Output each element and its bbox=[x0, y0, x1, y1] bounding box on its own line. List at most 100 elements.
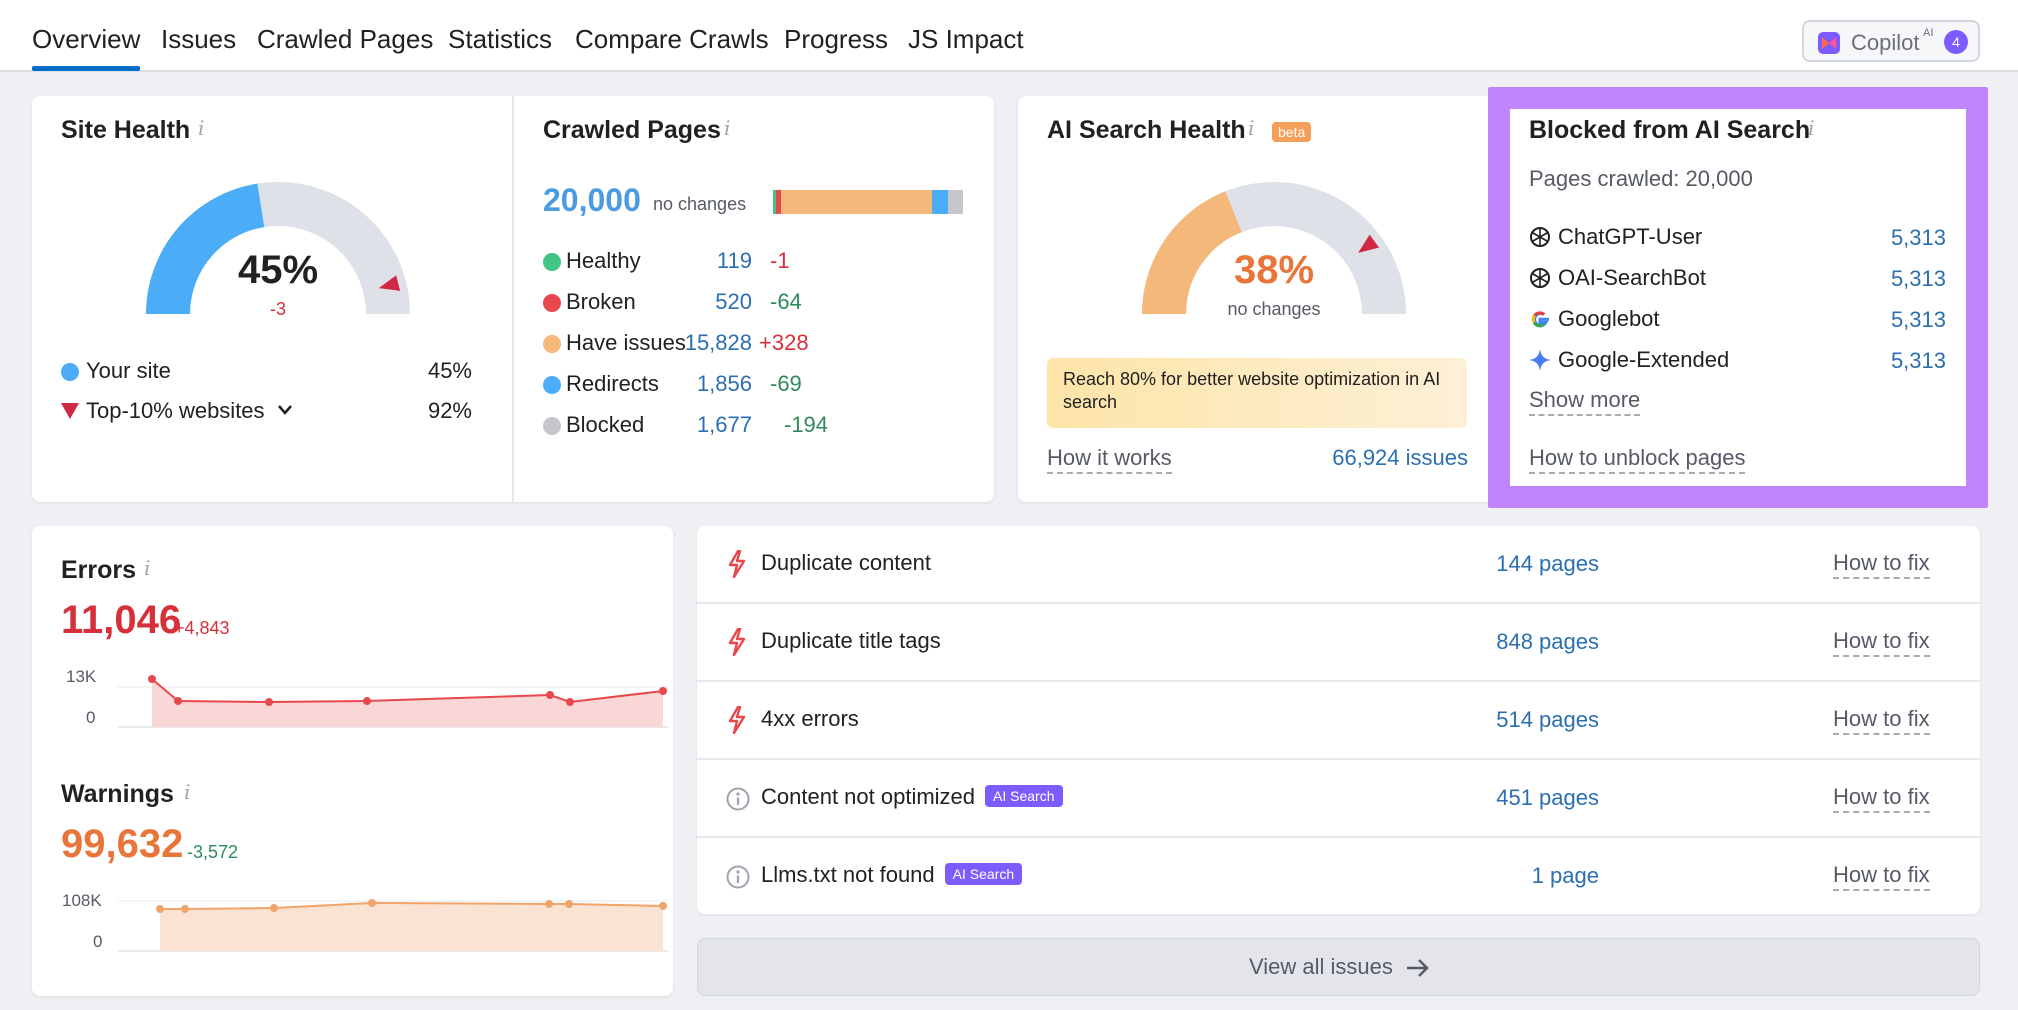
issue-row[interactable]: Content not optimized AI Search 451 pages… bbox=[697, 760, 1980, 838]
errors-title: Errors bbox=[61, 556, 137, 584]
issue-name-text[interactable]: Llms.txt not found bbox=[761, 862, 935, 887]
bot-name-googlebot: Googlebot bbox=[1558, 306, 1660, 331]
how-to-unblock-link[interactable]: How to unblock pages bbox=[1529, 445, 1746, 474]
how-to-fix-link[interactable]: How to fix bbox=[1833, 550, 1930, 579]
issue-pages[interactable]: 1 page bbox=[1531, 863, 1599, 888]
errors-value[interactable]: 11,046 bbox=[61, 598, 182, 642]
arrow-right-icon bbox=[1407, 959, 1429, 977]
bot-value-google-extended[interactable]: 5,313 bbox=[1890, 348, 1946, 373]
how-to-fix-link[interactable]: How to fix bbox=[1833, 784, 1930, 813]
openai-icon bbox=[1530, 227, 1550, 247]
issue-pages[interactable]: 451 pages bbox=[1496, 785, 1599, 810]
top-navigation: Overview Issues Crawled Pages Statistics… bbox=[0, 0, 2018, 72]
error-bolt-icon bbox=[728, 628, 746, 656]
site-health-value: 45% bbox=[237, 248, 319, 292]
blocked-value[interactable]: 1,677 bbox=[696, 412, 752, 437]
gauge-fill bbox=[1142, 191, 1243, 315]
ai-health-note: no changes bbox=[1227, 299, 1321, 319]
warnings-value[interactable]: 99,632 bbox=[61, 822, 184, 866]
issue-name-text[interactable]: Content not optimized bbox=[761, 784, 976, 809]
gemini-icon bbox=[1529, 349, 1551, 371]
warnings-title: Warnings bbox=[61, 780, 174, 808]
your-site-dot bbox=[61, 363, 79, 381]
info-circle-icon bbox=[726, 865, 750, 889]
errors-axis-max: 13K bbox=[66, 667, 97, 686]
view-all-issues-button[interactable]: View all issues bbox=[697, 938, 1980, 996]
bot-value-googlebot[interactable]: 5,313 bbox=[1890, 307, 1946, 332]
your-site-label: Your site bbox=[86, 358, 171, 383]
blocked-title: Blocked from AI Search bbox=[1529, 116, 1811, 144]
issue-pages[interactable]: 848 pages bbox=[1496, 629, 1599, 654]
how-to-fix-link[interactable]: How to fix bbox=[1833, 862, 1930, 891]
errors-info-icon[interactable]: i bbox=[144, 556, 151, 580]
tab-progress[interactable]: Progress bbox=[784, 24, 889, 54]
crawled-pages-stack-bar bbox=[773, 190, 963, 214]
issue-row[interactable]: Duplicate content 144 pages How to fix bbox=[697, 526, 1980, 604]
issue-name[interactable]: Content not optimized AI Search bbox=[761, 784, 1063, 810]
warnings-axis-min: 0 bbox=[93, 932, 103, 951]
blocked-dot bbox=[543, 417, 561, 435]
issue-name[interactable]: Duplicate content bbox=[761, 550, 931, 575]
card-divider bbox=[512, 96, 514, 502]
healthy-value[interactable]: 119 bbox=[716, 248, 752, 273]
bot-value-chatgpt-user[interactable]: 5,313 bbox=[1890, 225, 1946, 250]
google-icon bbox=[1531, 311, 1549, 328]
tab-crawled-pages[interactable]: Crawled Pages bbox=[257, 24, 434, 54]
tab-js-impact[interactable]: JS Impact bbox=[908, 24, 1024, 54]
crawled-pages-total[interactable]: 20,000 bbox=[543, 182, 641, 218]
chevron-down-icon[interactable] bbox=[276, 403, 294, 417]
ai-health-title: AI Search Health bbox=[1047, 116, 1246, 144]
issue-pages[interactable]: 514 pages bbox=[1496, 707, 1599, 732]
redirects-value[interactable]: 1,856 bbox=[696, 371, 752, 396]
errors-warnings-card: Errors i 11,046 +4,843 13K 0 Warnings i … bbox=[32, 526, 673, 996]
broken-value[interactable]: 520 bbox=[715, 289, 752, 314]
have-issues-dot bbox=[543, 335, 561, 353]
beta-badge: beta bbox=[1272, 122, 1312, 142]
copilot-label: Copilot bbox=[1851, 30, 1920, 55]
ai-search-badge: AI Search bbox=[985, 785, 1063, 808]
how-to-fix-link[interactable]: How to fix bbox=[1833, 628, 1930, 657]
bot-value-oai-searchbot[interactable]: 5,313 bbox=[1890, 266, 1946, 291]
blocked-info-icon[interactable]: i bbox=[1808, 116, 1815, 140]
target-marker bbox=[1358, 234, 1380, 253]
tab-overview[interactable]: Overview bbox=[32, 24, 141, 71]
crawled-pages-info-icon[interactable]: i bbox=[724, 116, 731, 140]
warnings-axis-max: 108K bbox=[62, 891, 102, 910]
redirects-delta: -69 bbox=[770, 371, 802, 396]
your-site-value: 45% bbox=[427, 358, 472, 383]
ai-issues-link[interactable]: 66,924 issues bbox=[1332, 445, 1468, 470]
broken-dot bbox=[543, 294, 561, 312]
copilot-button[interactable]: Copilot AI 4 bbox=[1802, 20, 1980, 62]
redirects-dot bbox=[543, 376, 561, 394]
blocked-ai-card: Blocked from AI Search i Pages crawled: … bbox=[1510, 109, 1966, 486]
warnings-info-icon[interactable]: i bbox=[184, 780, 191, 804]
errors-sparkline bbox=[118, 675, 668, 728]
issue-pages[interactable]: 144 pages bbox=[1496, 551, 1599, 576]
healthy-dot bbox=[543, 253, 561, 271]
issue-name[interactable]: Duplicate title tags bbox=[761, 628, 941, 653]
issue-row[interactable]: Llms.txt not found AI Search 1 page How t… bbox=[697, 838, 1980, 916]
tab-issues[interactable]: Issues bbox=[161, 24, 237, 54]
issue-row[interactable]: 4xx errors 514 pages How to fix bbox=[697, 682, 1980, 760]
healthy-label: Healthy bbox=[566, 248, 641, 273]
blocked-delta: -194 bbox=[784, 412, 829, 437]
how-to-fix-link[interactable]: How to fix bbox=[1833, 706, 1930, 735]
top10-value: 92% bbox=[427, 398, 472, 423]
bot-name-google-extended: Google-Extended bbox=[1558, 347, 1730, 372]
site-health-delta: -3 bbox=[269, 299, 286, 319]
tab-statistics[interactable]: Statistics bbox=[448, 24, 553, 54]
top10-marker bbox=[378, 275, 401, 291]
show-more-link[interactable]: Show more bbox=[1529, 387, 1641, 416]
issue-row[interactable]: Duplicate title tags 848 pages How to fi… bbox=[697, 604, 1980, 682]
ai-health-banner: Reach 80% for better website optimizatio… bbox=[1047, 358, 1467, 428]
ai-health-value: 38% bbox=[1233, 248, 1315, 292]
tab-compare-crawls[interactable]: Compare Crawls bbox=[575, 24, 769, 54]
how-it-works-link[interactable]: How it works bbox=[1047, 445, 1172, 474]
errors-axis-min: 0 bbox=[86, 708, 96, 727]
issue-name[interactable]: 4xx errors bbox=[761, 706, 859, 731]
broken-label: Broken bbox=[566, 289, 636, 314]
site-health-info-icon[interactable]: i bbox=[198, 116, 205, 140]
ai-health-info-icon[interactable]: i bbox=[1248, 116, 1255, 140]
have-issues-value[interactable]: 15,828 bbox=[684, 330, 752, 355]
issue-name[interactable]: Llms.txt not found AI Search bbox=[761, 862, 1023, 888]
